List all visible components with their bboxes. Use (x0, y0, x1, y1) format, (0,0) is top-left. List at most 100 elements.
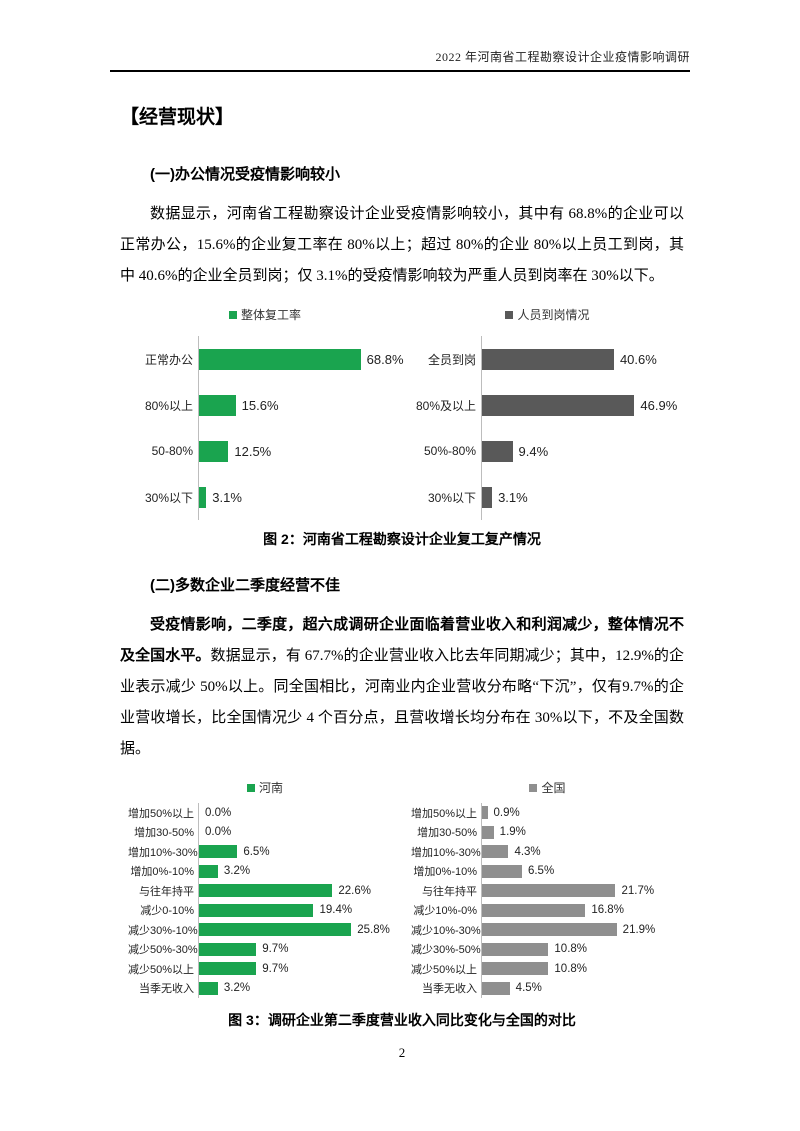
bar (482, 923, 617, 937)
bar-category-label: 当季无收入 (139, 983, 194, 996)
bar-track: 10.8% (481, 959, 684, 979)
bar-category-label: 80%以上 (144, 398, 193, 413)
bar (199, 486, 207, 508)
bar-row: 减少0-10% 19.4% (128, 900, 402, 920)
bar-value-label: 22.6% (338, 884, 371, 897)
bar (482, 981, 510, 995)
bar-track: 22.6% (198, 881, 402, 901)
bar-row: 30%以下 3.1% (128, 474, 402, 520)
bar-track: 9.7% (198, 939, 402, 959)
bar-category-label: 增加50%以上 (128, 807, 195, 820)
bar-track: 16.8% (481, 900, 684, 920)
bar-row: 当季无收入 3.2% (128, 978, 402, 998)
bar-value-label: 9.7% (262, 962, 289, 975)
bar-track: 9.4% (481, 428, 684, 474)
bar (482, 845, 509, 859)
paragraph-2-bold-lead: 受疫情影响，二季度，超六成调研企业面临着营业收入和利润减少，整体情况不及全国水平… (120, 617, 684, 664)
bar-value-label: 9.4% (518, 443, 549, 459)
bar-category-label: 增加50%以上 (411, 807, 478, 820)
bar-category-label: 与往年持平 (139, 885, 194, 898)
bar-value-label: 9.7% (262, 943, 289, 956)
bar-row: 减少30%-10% 25.8% (128, 920, 402, 940)
bar-category-label: 80%及以上 (415, 398, 476, 413)
bar-row: 增加30-50% 0.0% (128, 822, 402, 842)
bar-track: 68.8% (198, 336, 404, 382)
bar-category-label: 当季无收入 (422, 983, 477, 996)
bar-category-label: 50-80% (151, 444, 193, 458)
bar-value-label: 3.2% (223, 865, 251, 878)
bar-row: 当季无收入 4.5% (411, 978, 684, 998)
bar-value-label: 10.8% (554, 943, 588, 956)
bar (199, 962, 257, 976)
bar (199, 942, 257, 956)
chart-revenue-change-henan: 河南 增加50%以上 0.0% 增加30-50% 0.0% 增加10%-30% 6.5% 增加… (128, 779, 402, 998)
bar-category-label: 30%以下 (144, 490, 193, 505)
bar-value-label: 15.6% (241, 397, 279, 413)
page-content: 【经营现状】 (一)办公情况受疫情影响较小 数据显示，河南省工程勘察设计企业受疫… (120, 0, 684, 1061)
figure-2: 整体复工率正常办公 68.8% 80%以上 15.6% 50-80% 12.5% 30%以下… (120, 306, 684, 520)
legend-marker-icon (529, 783, 538, 792)
paragraph-2: 受疫情影响，二季度，超六成调研企业面临着营业收入和利润减少，整体情况不及全国水平… (120, 610, 684, 765)
bar-track: 3.2% (198, 861, 402, 881)
legend-marker-icon (228, 310, 237, 319)
page-number: 2 (398, 1045, 406, 1060)
bar-track: 3.2% (198, 978, 402, 998)
subsection-1-heading: (一)办公情况受疫情影响较小 (150, 166, 340, 183)
bar (482, 903, 586, 917)
figure-2-caption: 图 2：河南省工程勘察设计企业复工复产情况 (263, 531, 541, 547)
bar-category-label: 增加10%-30% (411, 846, 481, 859)
legend-label: 整体复工率 (240, 308, 301, 322)
bar-category-label: 减少10%-30% (411, 924, 481, 937)
chart-staff-attendance: 人员到岗情况 全员到岗 40.6% 80%及以上 46.9% 50%-80% 9.4% 30%… (411, 306, 684, 520)
page-header: 2022 年河南省工程勘察设计企业疫情影响调研 (110, 48, 690, 72)
bar-value-label: 19.4% (319, 904, 353, 917)
bar-row: 增加30-50% 1.9% (411, 822, 684, 842)
legend-marker-icon (505, 310, 514, 319)
bar-row: 全员到岗 40.6% (411, 336, 684, 382)
bar-row: 增加0%-10% 6.5% (411, 861, 684, 881)
bar (199, 440, 229, 462)
bar-track: 6.5% (198, 842, 402, 862)
bar-track: 40.6% (481, 336, 684, 382)
figure-3-caption: 图 3：调研企业第二季度营业收入同比变化与全国的对比 (228, 1012, 576, 1028)
bar-track: 19.4% (198, 900, 402, 920)
bar-category-label: 减少10%-0% (413, 905, 477, 918)
bar-track: 1.9% (481, 822, 684, 842)
bar-category-label: 增加30-50% (134, 827, 194, 840)
bar-category-label: 30%以下 (427, 490, 476, 505)
bar-category-label: 正常办公 (144, 352, 193, 367)
bar (199, 903, 314, 917)
chart-rows: 增加50%以上 0.0% 增加30-50% 0.0% 增加10%-30% 6.5% 增加0%… (128, 803, 402, 998)
bar (199, 394, 236, 416)
bar (199, 864, 218, 878)
bar-value-label: 4.5% (515, 982, 542, 995)
bar (482, 825, 494, 839)
bar-value-label: 0.0% (205, 806, 232, 819)
bar-value-label: 3.2% (223, 982, 251, 995)
bar-row: 减少10%-0% 16.8% (411, 900, 684, 920)
bar-category-label: 全员到岗 (427, 352, 476, 367)
legend-label: 河南 (258, 781, 283, 795)
bar-value-label: 0.0% (205, 826, 232, 839)
bar (482, 440, 513, 462)
bar-category-label: 减少50%-30% (128, 944, 198, 957)
paragraph-2-rest: 数据显示，有 67.7%的企业营业收入比去年同期减少；其中，12.9%的企业表示… (120, 648, 684, 757)
bar (482, 864, 522, 878)
bar-track: 4.3% (481, 842, 684, 862)
bar-track: 12.5% (198, 428, 402, 474)
bar-value-label: 6.5% (527, 865, 555, 878)
bar-value-label: 46.9% (640, 397, 678, 413)
bar (199, 884, 333, 898)
bar-category-label: 与往年持平 (422, 885, 477, 898)
bar-value-label: 3.1% (212, 489, 242, 505)
bar-row: 增加50%以上 0.9% (411, 803, 684, 823)
bar-row: 30%以下 3.1% (411, 474, 684, 520)
bar-track: 4.5% (481, 978, 684, 998)
section-heading: 【经营现状】 (120, 107, 235, 128)
paragraph-1: 数据显示，河南省工程勘察设计企业受疫情影响较小，其中有 68.8%的企业可以正常… (120, 206, 684, 284)
bar (482, 884, 616, 898)
bar-value-label: 21.9% (622, 923, 656, 936)
bar-row: 增加10%-30% 6.5% (128, 842, 402, 862)
bar (482, 348, 614, 370)
chart-rows: 正常办公 68.8% 80%以上 15.6% 50-80% 12.5% 30%以下 3.1% (128, 336, 404, 520)
